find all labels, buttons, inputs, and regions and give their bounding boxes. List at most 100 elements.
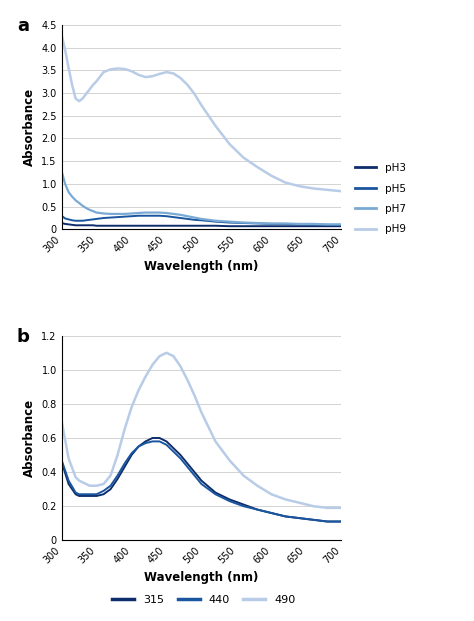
pH3 [178,222,183,230]
490 [212,438,218,445]
pH7 [178,211,183,219]
pH9 [62,46,68,53]
315 [108,486,113,493]
pH7 [59,168,64,175]
315 [338,518,344,525]
315 [255,506,260,514]
pH9 [76,97,82,105]
pH9 [122,65,128,73]
pH3 [324,222,330,230]
490 [73,473,79,481]
440 [90,491,96,498]
pH5 [122,213,128,220]
315 [199,477,204,484]
pH7 [240,219,246,226]
440 [128,450,135,457]
490 [227,456,232,464]
pH5 [143,212,148,219]
pH9 [108,66,113,73]
pH7 [94,209,100,216]
440 [268,509,274,517]
Line: pH5: pH5 [62,215,341,225]
440 [66,477,72,484]
490 [94,482,100,489]
pH3 [69,221,75,229]
440 [80,491,85,498]
pH9 [171,70,176,77]
pH3 [73,222,79,229]
pH3 [297,222,302,230]
pH7 [115,210,120,217]
pH3 [94,222,100,230]
pH9 [310,184,316,192]
pH5 [324,221,330,229]
440 [199,480,204,487]
490 [171,353,176,360]
pH5 [73,217,79,224]
pH3 [185,222,191,230]
315 [73,491,79,498]
490 [324,504,330,512]
490 [185,376,191,384]
pH7 [283,220,288,227]
315 [83,492,89,500]
440 [212,491,218,498]
490 [80,479,85,486]
pH5 [150,212,155,219]
pH3 [87,222,92,229]
pH9 [240,154,246,161]
315 [283,513,288,520]
490 [76,477,82,484]
pH7 [101,210,107,217]
pH3 [115,222,120,230]
490 [191,392,197,399]
Line: 440: 440 [62,442,341,522]
440 [240,502,246,510]
pH5 [240,219,246,227]
pH7 [191,214,197,221]
pH9 [94,78,100,85]
490 [199,409,204,416]
pH3 [83,222,89,229]
pH5 [108,214,113,221]
440 [143,440,148,447]
440 [283,513,288,520]
pH5 [59,212,64,219]
440 [185,463,191,471]
315 [171,445,176,452]
pH5 [338,221,344,229]
pH7 [227,218,232,225]
440 [115,472,120,479]
490 [122,426,128,433]
pH3 [90,222,96,229]
pH3 [150,222,155,230]
pH7 [76,199,82,207]
pH9 [156,70,162,78]
pH7 [87,206,92,214]
315 [297,514,302,522]
440 [59,456,64,464]
pH9 [73,95,79,102]
490 [115,451,120,459]
Line: pH3: pH3 [62,223,341,226]
pH7 [62,180,68,188]
pH9 [66,65,72,72]
pH7 [324,220,330,228]
pH5 [128,212,135,220]
490 [136,386,141,394]
pH9 [268,172,274,179]
pH5 [178,214,183,222]
pH3 [101,222,107,230]
315 [227,496,232,503]
pH3 [255,222,260,230]
pH7 [297,220,302,228]
pH5 [199,217,204,224]
315 [268,509,274,517]
pH3 [338,222,344,230]
pH9 [297,183,302,190]
pH9 [69,81,75,89]
Text: a: a [17,17,29,35]
490 [338,504,344,512]
pH5 [255,220,260,227]
315 [240,501,246,508]
